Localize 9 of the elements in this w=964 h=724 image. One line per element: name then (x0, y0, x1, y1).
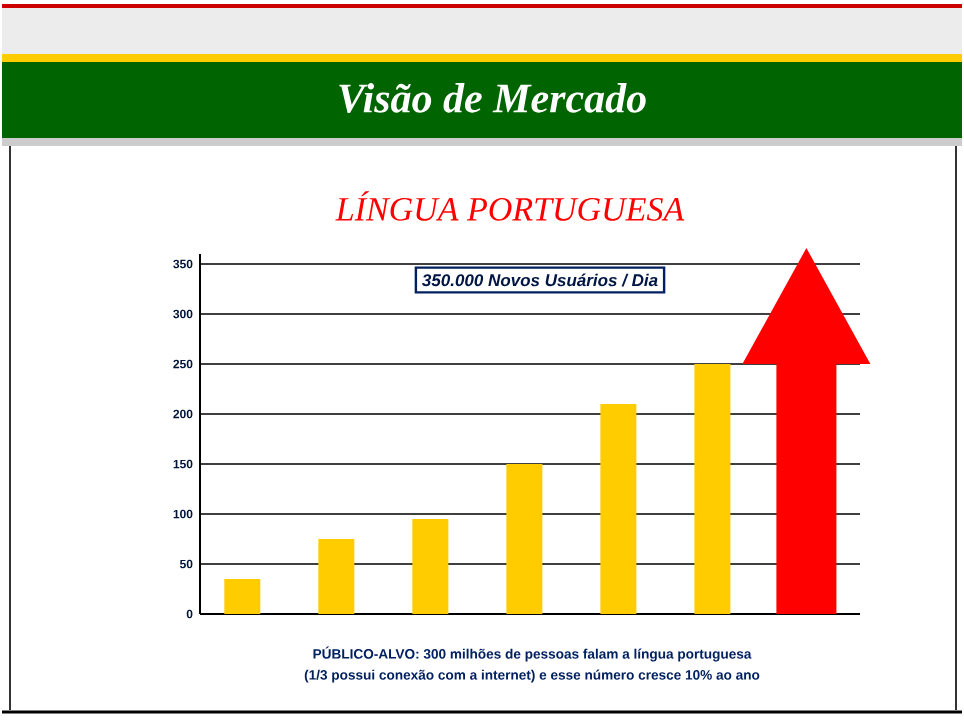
chart-subtitle: LÍNGUA PORTUGUESA (335, 191, 685, 221)
bar (694, 364, 731, 614)
bar (318, 538, 355, 614)
annotation: 350.000 Novos Usuários / Dia (422, 273, 658, 287)
bar (506, 464, 543, 614)
bar (412, 519, 449, 614)
chart-title: Visão de Mercado (339, 83, 646, 113)
bar (224, 579, 261, 614)
bar (600, 404, 637, 614)
